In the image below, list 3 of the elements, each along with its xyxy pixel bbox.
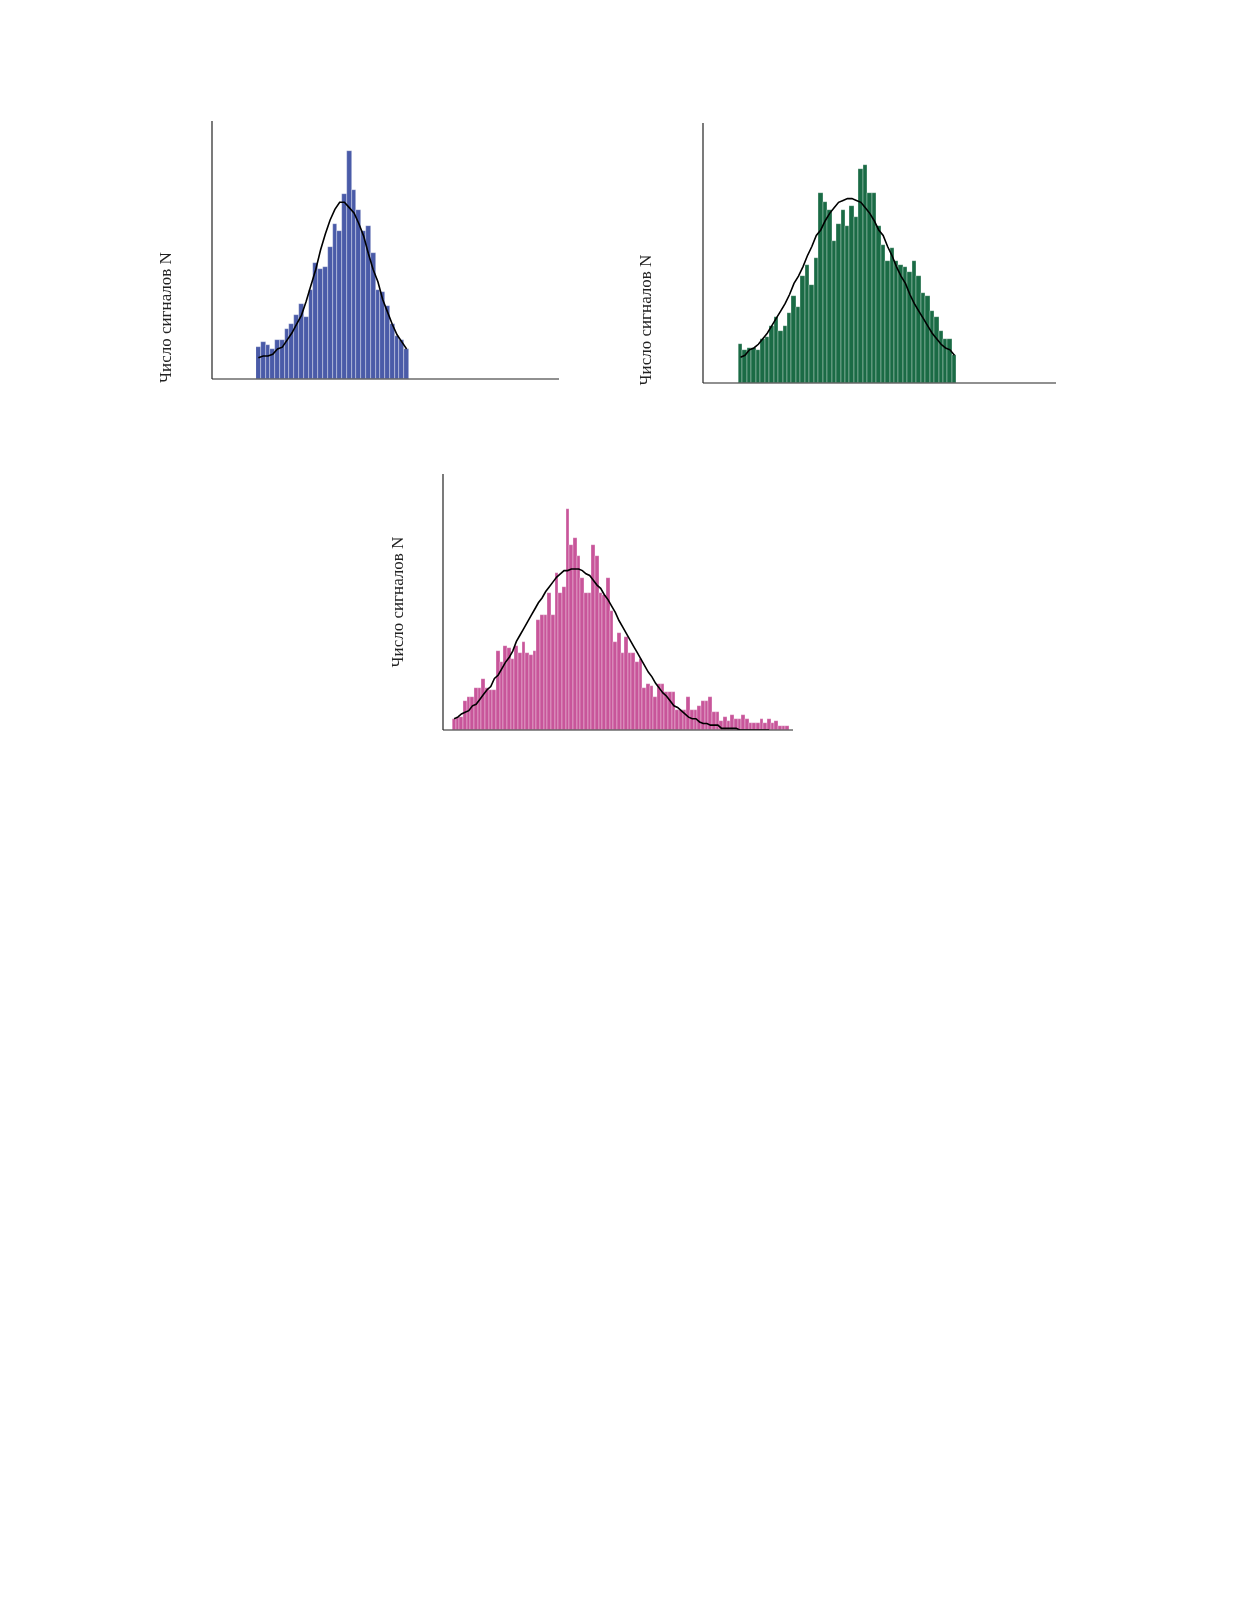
y-axis-title: Число сигналов N	[387, 536, 407, 668]
y-axis-title: Число сигналов N	[635, 254, 655, 386]
y-axis-title: Число сигналов N	[156, 252, 175, 383]
